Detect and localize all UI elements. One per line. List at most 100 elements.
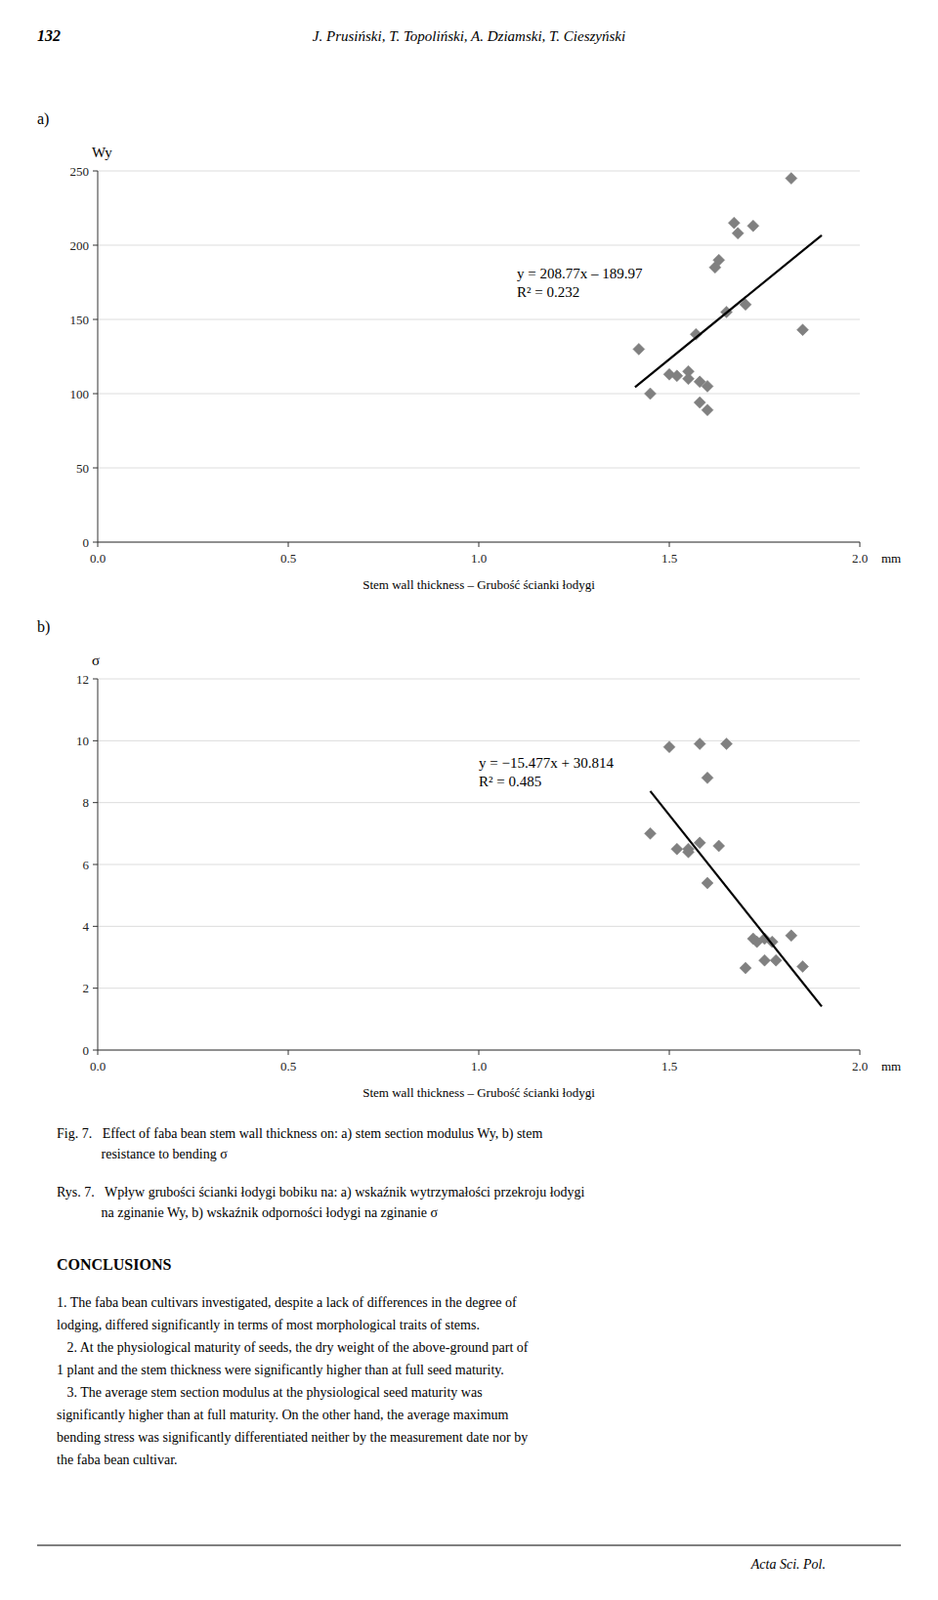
tick-label: 12 bbox=[76, 672, 89, 687]
scatter-point bbox=[713, 254, 725, 266]
scatter-point bbox=[693, 738, 706, 751]
grid-line bbox=[97, 802, 860, 804]
tick bbox=[92, 542, 98, 544]
caption: Fig. 7. Effect of faba bean stem wall th… bbox=[56, 1126, 543, 1162]
y-axis-label: σ bbox=[91, 652, 100, 669]
tick bbox=[92, 679, 98, 681]
footer: Acta Sci. Pol. bbox=[750, 1557, 826, 1573]
scatter-point bbox=[727, 216, 740, 229]
body-text: 1. The faba bean cultivars investigated,… bbox=[56, 1295, 529, 1468]
x-axis bbox=[97, 1050, 860, 1052]
scatter-point bbox=[671, 843, 683, 855]
page: 132J. Prusiński, T. Topoliński, A. Dziam… bbox=[0, 0, 938, 1600]
grid-line bbox=[97, 319, 860, 321]
scatter-point bbox=[671, 370, 683, 383]
tick bbox=[92, 468, 98, 469]
tick-label: 1.5 bbox=[661, 1059, 678, 1074]
tick bbox=[97, 1050, 99, 1056]
tick-label: 100 bbox=[70, 386, 90, 402]
tick bbox=[92, 170, 98, 172]
tick bbox=[92, 802, 98, 804]
scatter-point bbox=[759, 954, 771, 967]
tick bbox=[288, 1050, 290, 1056]
tick-label: 1.0 bbox=[470, 1059, 487, 1074]
tick bbox=[92, 1050, 98, 1052]
panel-label: a) bbox=[37, 110, 49, 128]
chart: b)σ0246810120.00.51.01.52.0Stem wall thi… bbox=[37, 618, 901, 1101]
tick-label: 0.5 bbox=[280, 1059, 297, 1074]
grid-line bbox=[97, 864, 860, 866]
scatter-point bbox=[693, 396, 706, 409]
scatter-point bbox=[701, 404, 714, 417]
scatter-point bbox=[747, 219, 760, 232]
tick-label: 6 bbox=[83, 857, 90, 873]
grid-line bbox=[97, 245, 860, 247]
page-number: 132 bbox=[37, 27, 61, 44]
text-line: 2. At the physiological maturity of seed… bbox=[56, 1340, 529, 1356]
tick bbox=[92, 245, 98, 247]
grid-line bbox=[97, 170, 860, 172]
tick bbox=[669, 1050, 671, 1056]
scatter-point bbox=[701, 771, 714, 784]
scatter-point bbox=[721, 738, 733, 751]
grid-line bbox=[97, 468, 860, 469]
scatter-point bbox=[701, 380, 714, 392]
grid-line bbox=[97, 926, 860, 928]
annotation: y = −15.477x + 30.814 bbox=[478, 755, 614, 771]
tick-label: 2.0 bbox=[852, 551, 868, 566]
panel-label: b) bbox=[37, 618, 50, 637]
tick bbox=[92, 987, 98, 989]
scatter-point bbox=[701, 877, 714, 890]
tick bbox=[478, 1050, 480, 1056]
grid-line bbox=[97, 679, 860, 681]
section-title: CONCLUSIONS bbox=[56, 1256, 171, 1274]
scatter-point bbox=[633, 342, 645, 355]
tick-label: 200 bbox=[70, 238, 90, 254]
text-line: the faba bean cultivar. bbox=[56, 1452, 178, 1468]
scatter-point bbox=[731, 227, 744, 240]
scatter-point bbox=[785, 172, 798, 185]
tick-label: 8 bbox=[83, 795, 90, 811]
text-line: bending stress was significantly differe… bbox=[56, 1430, 528, 1446]
y-axis bbox=[97, 679, 99, 1051]
text-line: 3. The average stem section modulus at t… bbox=[56, 1385, 483, 1401]
grid-line bbox=[97, 393, 860, 395]
chart: a)Wy0501001502002500.00.51.01.52.0Stem w… bbox=[37, 110, 901, 593]
tick bbox=[92, 393, 98, 395]
x-axis-label: Stem wall thickness – Grubość ścianki ło… bbox=[362, 1085, 596, 1101]
text-line: Fig. 7. Effect of faba bean stem wall th… bbox=[56, 1126, 543, 1143]
annotation: R² = 0.485 bbox=[478, 773, 542, 790]
tick-label: 0.0 bbox=[89, 551, 106, 566]
y-axis-label: Wy bbox=[91, 144, 113, 161]
y-axis bbox=[97, 170, 99, 543]
plot-area bbox=[644, 738, 823, 1008]
tick-label: 1.0 bbox=[470, 551, 487, 566]
tick bbox=[669, 542, 671, 548]
tick-label: 0 bbox=[83, 1043, 90, 1059]
tick bbox=[92, 319, 98, 321]
trend-line bbox=[635, 235, 822, 387]
tick bbox=[859, 1050, 861, 1056]
scatter-point bbox=[682, 373, 695, 385]
tick bbox=[92, 740, 98, 742]
tick bbox=[92, 926, 98, 928]
scatter-point bbox=[739, 962, 752, 975]
tick-label: 150 bbox=[70, 312, 90, 328]
text-line: resistance to bending σ bbox=[56, 1147, 228, 1162]
tick bbox=[478, 542, 480, 548]
tick-label: 1.5 bbox=[661, 551, 678, 566]
tick-label: 0 bbox=[83, 535, 90, 551]
tick bbox=[859, 542, 861, 548]
tick bbox=[97, 542, 99, 548]
caption: Rys. 7. Wpływ grubości ścianki łodygi bo… bbox=[56, 1185, 586, 1222]
text-line: Rys. 7. Wpływ grubości ścianki łodygi bo… bbox=[56, 1185, 586, 1201]
annotation: R² = 0.232 bbox=[516, 284, 580, 300]
x-axis-unit: mm bbox=[881, 551, 901, 566]
plot-area bbox=[633, 172, 822, 417]
x-axis-unit: mm bbox=[881, 1059, 901, 1074]
text-line: na zginanie Wy, b) wskaźnik odporności ł… bbox=[56, 1205, 439, 1222]
text-line: 1. The faba bean cultivars investigated,… bbox=[56, 1295, 517, 1311]
tick-label: 2 bbox=[83, 980, 90, 996]
tick-label: 2.0 bbox=[852, 1059, 868, 1074]
grid-line bbox=[97, 987, 860, 989]
